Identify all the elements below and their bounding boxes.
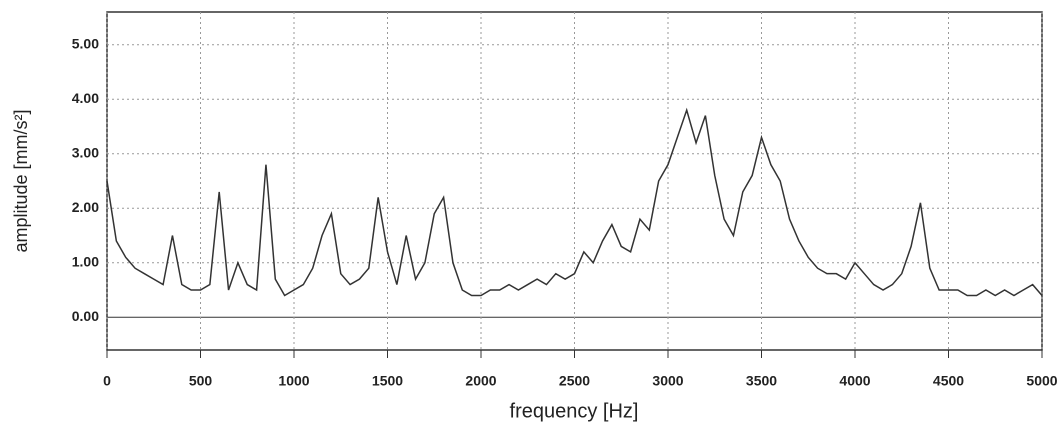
y-axis-label: amplitude [mm/s²] [11, 109, 31, 252]
x-tick-label: 2500 [559, 373, 590, 389]
y-tick-label: 0.00 [72, 308, 99, 324]
y-tick-label: 2.00 [72, 199, 99, 215]
y-tick-label: 5.00 [72, 35, 99, 51]
y-tick-label: 3.00 [72, 144, 99, 160]
x-tick-label: 1000 [278, 373, 309, 389]
spectrum-line [106, 107, 1043, 297]
x-tick-label: 2000 [465, 373, 496, 389]
x-tick-label: 3000 [652, 373, 683, 389]
x-tick-label: 5000 [1026, 373, 1057, 389]
x-tick-label: 4000 [839, 373, 870, 389]
x-tick-label: 3500 [746, 373, 777, 389]
y-tick-label: 1.00 [72, 253, 99, 269]
x-tick-label: 500 [189, 373, 213, 389]
x-tick-label: 4500 [933, 373, 964, 389]
y-tick-label: 4.00 [72, 90, 99, 106]
x-axis-label: frequency [Hz] [510, 400, 639, 422]
x-tick-label: 0 [103, 373, 111, 389]
x-tick-label: 1500 [372, 373, 403, 389]
